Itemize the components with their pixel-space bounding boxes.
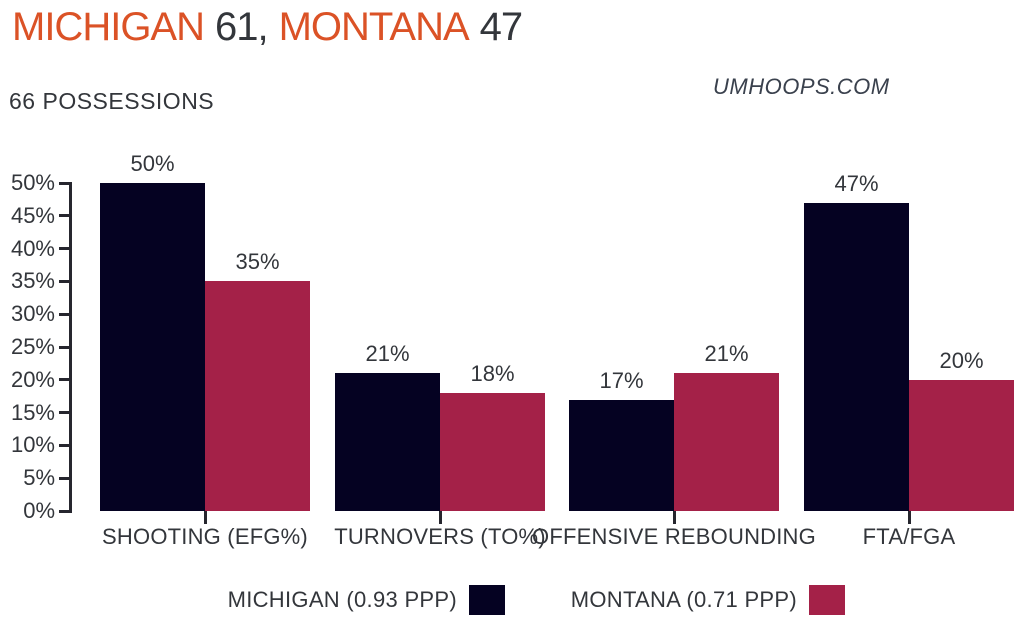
x-axis-tick (672, 511, 676, 524)
y-tick-label: 15% (10, 399, 55, 425)
possessions-label: 66 POSSESSIONS (9, 88, 215, 114)
y-tick-label: 45% (10, 202, 55, 228)
category-label: FTA/FGA (862, 524, 956, 549)
y-axis-tick (59, 214, 72, 218)
team1-name: MICHIGAN (12, 5, 205, 49)
x-axis-tick (907, 511, 911, 524)
y-axis-tick (59, 279, 72, 283)
bar-michigan (569, 399, 674, 511)
y-axis-tick (59, 443, 72, 447)
bar-michigan (804, 202, 909, 511)
x-axis-tick (203, 511, 207, 524)
team2-score: 47 (479, 5, 523, 49)
bar-montana (205, 281, 310, 511)
y-axis-tick (59, 181, 72, 185)
bar-value-label: 35% (235, 249, 280, 275)
x-axis-tick (438, 511, 442, 524)
legend-label-michigan: MICHIGAN (0.93 PPP) (227, 587, 457, 612)
category-label: OFFENSIVE REBOUNDING (532, 524, 816, 549)
y-axis-tick (59, 312, 72, 316)
bar-value-label: 21% (365, 341, 410, 367)
category-label: SHOOTING (EFG%) (102, 524, 308, 549)
y-tick-label: 50% (10, 170, 55, 195)
game-title: MICHIGAN 61, MONTANA 47 (12, 4, 523, 50)
legend-item-montana: MONTANA (0.71 PPP) (571, 585, 845, 615)
bar-michigan (100, 183, 205, 511)
bar-value-label: 17% (599, 367, 644, 393)
y-axis-tick (59, 378, 72, 382)
category-label: TURNOVERS (TO%) (334, 524, 546, 549)
legend-item-michigan: MICHIGAN (0.93 PPP) (228, 585, 505, 615)
bar-michigan (335, 373, 440, 511)
team1-score: 61, (215, 5, 269, 49)
bar-value-label: 50% (130, 151, 175, 176)
legend-swatch-montana (809, 585, 845, 615)
y-axis-tick (59, 411, 72, 415)
y-axis-tick (59, 345, 72, 349)
y-tick-label: 25% (10, 334, 55, 359)
legend-label-montana: MONTANA (0.71 PPP) (570, 587, 797, 612)
bar-value-label: 21% (704, 341, 749, 367)
y-tick-label: 20% (10, 366, 55, 392)
y-axis-tick (59, 476, 72, 480)
legend-swatch-michigan (469, 585, 505, 615)
bar-montana (909, 379, 1014, 511)
bar-value-label: 20% (939, 347, 984, 373)
y-tick-label: 30% (10, 301, 55, 327)
bar-value-label: 47% (834, 170, 879, 196)
y-tick-label: 35% (10, 268, 55, 294)
umhoops-watermark: UMHOOPS.COM (713, 74, 890, 99)
bar-montana (440, 392, 545, 511)
y-axis-tick (59, 247, 72, 251)
team2-name: MONTANA (278, 5, 470, 49)
bar-value-label: 18% (470, 360, 515, 386)
y-tick-label: 40% (10, 235, 55, 261)
y-axis-tick (59, 509, 72, 513)
y-tick-label: 5% (23, 465, 55, 491)
y-tick-label: 0% (23, 498, 55, 523)
bar-montana (674, 373, 779, 511)
y-tick-label: 10% (10, 432, 55, 458)
